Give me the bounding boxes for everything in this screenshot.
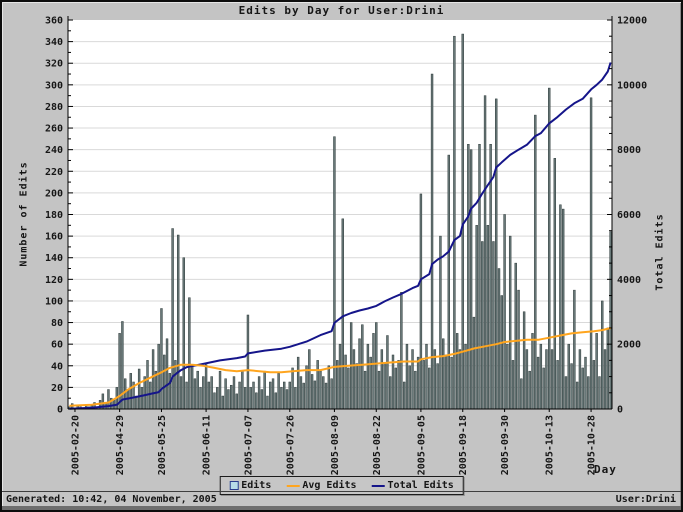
svg-text:100: 100 (45, 296, 63, 307)
svg-text:340: 340 (45, 37, 63, 48)
svg-text:12000: 12000 (617, 16, 647, 27)
svg-text:260: 260 (45, 124, 63, 135)
svg-text:2005-09-05: 2005-09-05 (416, 415, 427, 475)
svg-text:300: 300 (45, 80, 63, 91)
svg-text:80: 80 (51, 318, 63, 329)
svg-text:240: 240 (45, 145, 63, 156)
svg-text:0: 0 (617, 405, 623, 416)
svg-text:2005-09-30: 2005-09-30 (500, 415, 511, 475)
svg-text:10000: 10000 (617, 80, 647, 91)
svg-text:20: 20 (51, 383, 63, 394)
legend-item-edits: Edits (229, 480, 271, 491)
generated-timestamp: Generated: 10:42, 04 November, 2005 (6, 494, 217, 505)
svg-text:2005-07-07: 2005-07-07 (243, 415, 254, 475)
svg-text:160: 160 (45, 232, 63, 243)
svg-text:180: 180 (45, 210, 63, 221)
edits-swatch-icon (229, 481, 239, 490)
svg-text:2005-08-09: 2005-08-09 (330, 415, 341, 475)
status-user: User:Drini (615, 494, 676, 505)
svg-text:2005-08-22: 2005-08-22 (372, 415, 383, 475)
svg-text:360: 360 (45, 16, 63, 27)
svg-text:40: 40 (51, 361, 63, 372)
svg-text:2005-09-18: 2005-09-18 (458, 415, 469, 475)
y-axis-title-left: Number of Edits (18, 161, 30, 267)
svg-text:2005-02-20: 2005-02-20 (70, 415, 81, 475)
chart-title: Edits by Day for User:Drini (238, 4, 445, 17)
y-axis-title-right: Total Edits (654, 213, 666, 291)
legend-item-avg-edits: Avg Edits (286, 480, 357, 491)
avg-edits-line-icon (286, 484, 300, 487)
svg-text:6000: 6000 (617, 210, 641, 221)
total-edits-line-icon (371, 484, 385, 487)
svg-text:2005-07-26: 2005-07-26 (285, 415, 296, 475)
svg-text:320: 320 (45, 59, 63, 70)
svg-text:2000: 2000 (617, 340, 641, 351)
svg-text:60: 60 (51, 340, 63, 351)
svg-text:0: 0 (57, 405, 63, 416)
svg-text:280: 280 (45, 102, 63, 113)
svg-text:2005-04-29: 2005-04-29 (115, 415, 126, 475)
svg-text:2005-10-13: 2005-10-13 (545, 415, 556, 475)
legend-label-total-edits: Total Edits (387, 480, 454, 491)
svg-text:2005-10-28: 2005-10-28 (587, 415, 598, 475)
status-bar: Generated: 10:42, 04 November, 2005 User… (2, 491, 681, 506)
svg-text:4000: 4000 (617, 275, 641, 286)
svg-text:200: 200 (45, 188, 63, 199)
legend-label-edits: Edits (241, 480, 272, 491)
svg-text:140: 140 (45, 253, 63, 264)
svg-text:8000: 8000 (617, 145, 641, 156)
chart-legend: Edits Avg Edits Total Edits (219, 476, 464, 495)
x-axis-title: Day (594, 463, 617, 476)
svg-text:220: 220 (45, 167, 63, 178)
window-bottom-bevel (2, 506, 681, 510)
svg-text:2005-05-25: 2005-05-25 (157, 415, 168, 475)
svg-text:120: 120 (45, 275, 63, 286)
legend-label-avg-edits: Avg Edits (302, 480, 357, 491)
svg-text:2005-06-11: 2005-06-11 (202, 415, 213, 475)
legend-item-total-edits: Total Edits (371, 480, 454, 491)
